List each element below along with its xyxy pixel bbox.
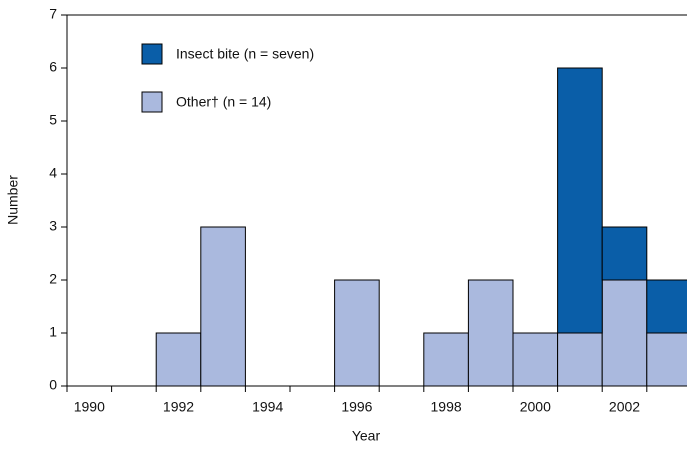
bar xyxy=(423,332,469,387)
bar xyxy=(646,279,687,334)
bar xyxy=(557,67,603,334)
y-tick-label: 2 xyxy=(49,271,57,287)
bar xyxy=(557,332,603,387)
bar xyxy=(646,332,687,387)
x-tick-label: 2002 xyxy=(609,399,640,415)
y-tick-label: 5 xyxy=(49,112,57,128)
x-tick-label: 1992 xyxy=(163,399,194,415)
y-tick-label: 1 xyxy=(49,324,57,340)
bar xyxy=(601,279,648,387)
y-axis-label: Number xyxy=(5,175,21,225)
bar xyxy=(512,332,559,387)
y-tick-label: 7 xyxy=(49,6,57,22)
legend-label: Insect bite (n = seven) xyxy=(176,46,314,62)
legend-swatch xyxy=(141,43,163,65)
x-tick-label: 1990 xyxy=(74,399,105,415)
legend-label: Other† (n = 14) xyxy=(176,94,271,110)
y-tick-label: 4 xyxy=(49,165,57,181)
y-tick-label: 6 xyxy=(49,59,57,75)
bar xyxy=(200,226,246,387)
x-tick-label: 1998 xyxy=(431,399,462,415)
x-tick-label: 1994 xyxy=(252,399,283,415)
y-tick-label: 3 xyxy=(49,218,57,234)
bar xyxy=(155,332,202,387)
legend-swatch xyxy=(141,91,163,113)
x-tick-label: 1996 xyxy=(341,399,372,415)
y-tick-label: 0 xyxy=(49,377,57,393)
bar xyxy=(334,279,380,387)
bar xyxy=(467,279,514,387)
bar xyxy=(601,226,648,281)
x-axis-label: Year xyxy=(352,428,381,444)
x-tick-label: 2000 xyxy=(520,399,551,415)
